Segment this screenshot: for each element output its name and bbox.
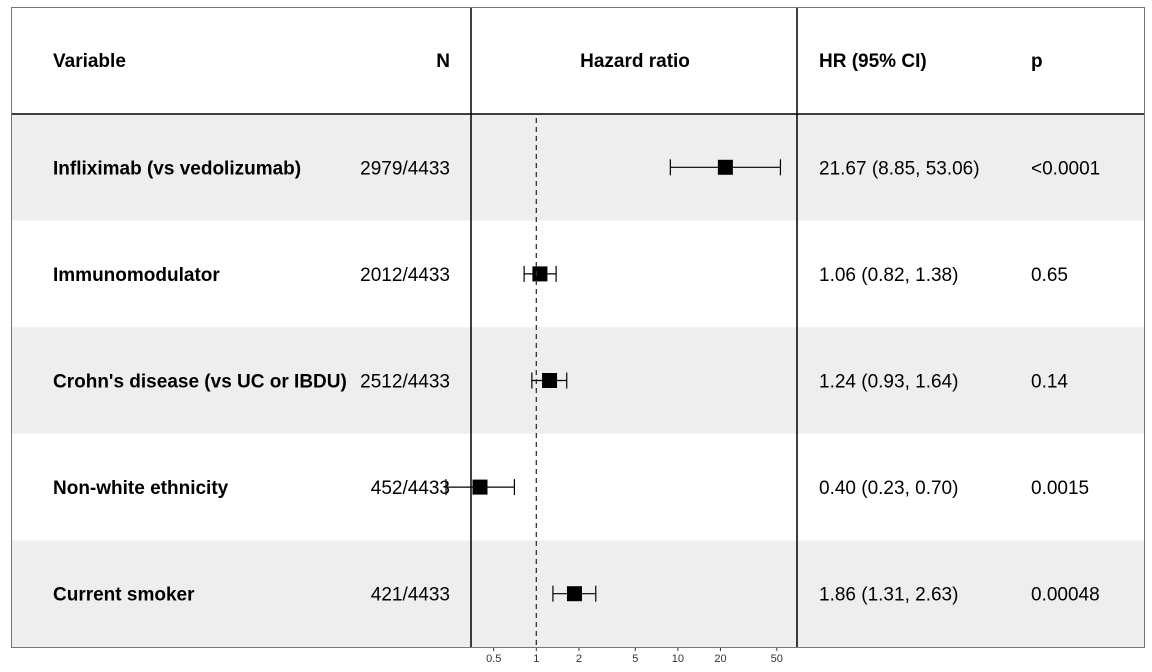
- x-tick-label: 50: [771, 653, 783, 665]
- x-tick-label: 20: [714, 653, 726, 665]
- header-variable: Variable: [53, 51, 126, 72]
- x-tick-label: 5: [632, 653, 638, 665]
- table-rows: Infliximab (vs vedolizumab) 2979/4433 21.6…: [53, 158, 1100, 605]
- row-n: 421/4433: [371, 585, 450, 606]
- x-tick-label: 0.5: [486, 653, 501, 665]
- header-hazard-ratio: Hazard ratio: [580, 51, 690, 72]
- row-p: 0.65: [1031, 265, 1068, 286]
- hr-point: [717, 159, 733, 175]
- row-p: 0.00048: [1031, 585, 1100, 606]
- row-hr-ci: 1.86 (1.31, 2.63): [819, 585, 958, 606]
- x-tick-label: 1: [533, 653, 539, 665]
- row-variable: Infliximab (vs vedolizumab): [53, 158, 301, 179]
- row-p: 0.14: [1031, 372, 1068, 393]
- row-n: 2512/4433: [360, 372, 450, 393]
- outer-frame: [11, 7, 1145, 648]
- row-hr-ci: 1.24 (0.93, 1.64): [819, 372, 958, 393]
- header-hr-ci: HR (95% CI): [819, 51, 927, 72]
- row-hr-ci: 0.40 (0.23, 0.70): [819, 478, 958, 499]
- row-stripe: [11, 114, 1144, 221]
- row-variable: Current smoker: [53, 585, 195, 606]
- row-n: 2979/4433: [360, 158, 450, 179]
- row-variable: Immunomodulator: [53, 265, 220, 286]
- row-hr-ci: 21.67 (8.85, 53.06): [819, 158, 980, 179]
- x-tick-label: 10: [672, 653, 684, 665]
- row-stripe: [11, 327, 1144, 434]
- hr-point: [472, 479, 488, 495]
- row-stripe: [11, 433, 1144, 541]
- hr-point: [542, 373, 558, 388]
- x-axis-ticks: 0.5 1 2 5 10 20 50: [486, 647, 783, 665]
- header-n: N: [436, 51, 450, 72]
- hr-point: [566, 586, 582, 602]
- forest-marks: [445, 118, 782, 647]
- row-variable: Crohn's disease (vs UC or IBDU): [53, 372, 347, 393]
- row-hr-ci: 1.06 (0.82, 1.38): [819, 265, 958, 286]
- x-tick-label: 2: [576, 653, 582, 665]
- row-p: 0.0015: [1031, 478, 1089, 499]
- row-stripe: [11, 220, 1144, 328]
- row-n: 452/4433: [371, 478, 450, 499]
- row-variable: Non-white ethnicity: [53, 478, 229, 499]
- hr-point: [532, 266, 548, 282]
- row-n: 2012/4433: [360, 265, 450, 286]
- row-p: <0.0001: [1031, 158, 1100, 179]
- header-p: p: [1031, 51, 1043, 72]
